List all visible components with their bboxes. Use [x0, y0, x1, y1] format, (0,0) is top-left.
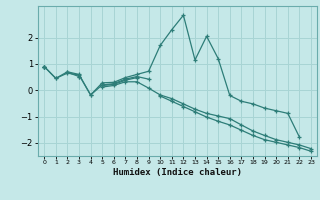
- X-axis label: Humidex (Indice chaleur): Humidex (Indice chaleur): [113, 168, 242, 177]
